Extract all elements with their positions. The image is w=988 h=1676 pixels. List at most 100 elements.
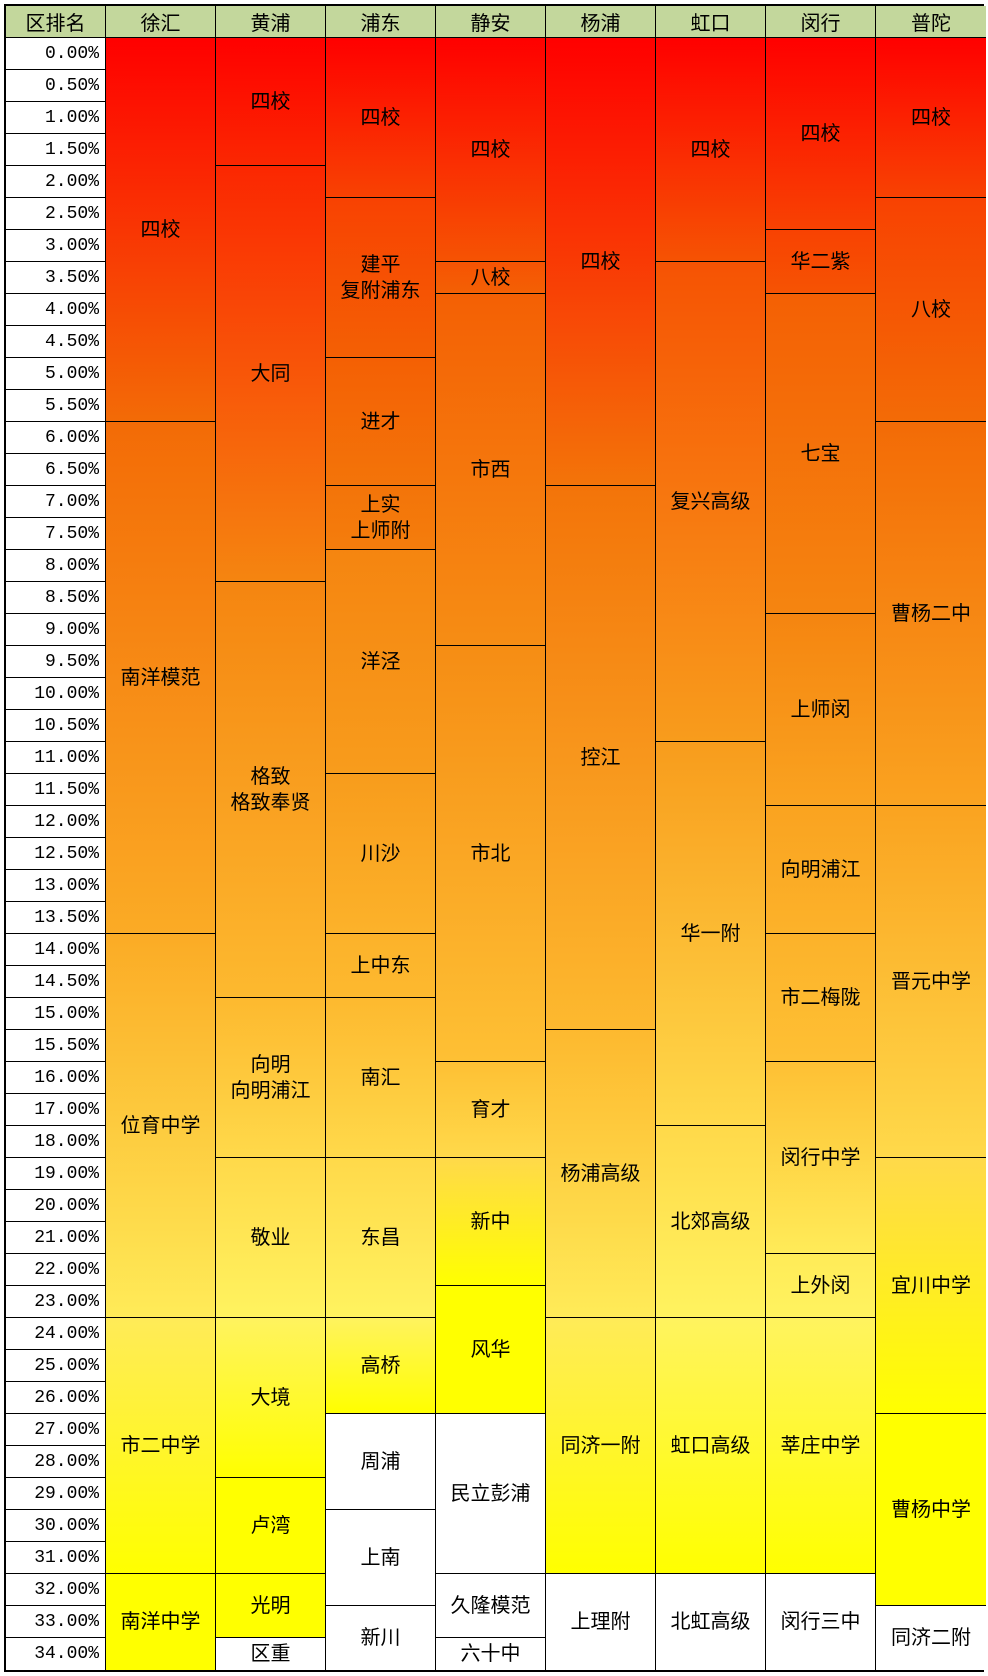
district-body: 四校南洋模范位育中学市二中学南洋中学 [106,38,215,1670]
rank-cell: 2.00% [6,166,105,198]
rank-cell: 12.00% [6,806,105,838]
district-header: 杨浦 [546,6,655,38]
school-cell: 北郊高级 [656,1126,765,1318]
district-column: 虹口四校复兴高级华一附北郊高级虹口高级北虹高级 [656,6,766,1670]
rank-cell: 19.00% [6,1158,105,1190]
school-cell: 新川 [326,1606,435,1670]
school-cell: 区重 [216,1638,325,1670]
school-cell: 位育中学 [106,934,215,1318]
school-cell: 南洋中学 [106,1574,215,1670]
school-cell: 卢湾 [216,1478,325,1574]
rank-cell: 31.00% [6,1542,105,1574]
rank-cell: 5.00% [6,358,105,390]
school-cell: 虹口高级 [656,1318,765,1574]
school-cell: 上中东 [326,934,435,998]
school-cell: 曹杨二中 [876,422,986,806]
school-cell: 复兴高级 [656,262,765,742]
school-cell: 四校 [546,38,655,486]
rank-header: 区排名 [6,6,105,38]
rank-cell: 13.50% [6,902,105,934]
rank-cell: 9.50% [6,646,105,678]
school-cell: 格致 格致奉贤 [216,582,325,998]
rank-cell: 4.50% [6,326,105,358]
rank-cell: 14.00% [6,934,105,966]
district-column: 闵行四校华二紫七宝上师闵向明浦江市二梅陇闵行中学上外闵莘庄中学闵行三中 [766,6,876,1670]
school-cell: 同济二附 [876,1606,986,1670]
district-column: 杨浦四校控江杨浦高级同济一附上理附 [546,6,656,1670]
rank-cell: 32.00% [6,1574,105,1606]
school-cell: 风华 [436,1286,545,1414]
school-cell: 东昌 [326,1158,435,1318]
school-cell: 华一附 [656,742,765,1126]
school-cell: 八校 [876,198,986,422]
school-cell: 四校 [326,38,435,198]
school-cell: 八校 [436,262,545,294]
district-column: 普陀四校八校曹杨二中晋元中学宜川中学曹杨中学同济二附 [876,6,986,1670]
district-header: 静安 [436,6,545,38]
rank-cell: 5.50% [6,390,105,422]
school-cell: 莘庄中学 [766,1318,875,1574]
school-cell: 川沙 [326,774,435,934]
rank-cell: 34.00% [6,1638,105,1670]
rank-cell: 15.50% [6,1030,105,1062]
rank-body: 0.00%0.50%1.00%1.50%2.00%2.50%3.00%3.50%… [6,38,105,1670]
rank-cell: 4.00% [6,294,105,326]
rank-column: 区排名 0.00%0.50%1.00%1.50%2.00%2.50%3.00%3… [6,6,106,1670]
rank-cell: 15.00% [6,998,105,1030]
school-cell: 四校 [436,38,545,262]
school-cell: 上实 上师附 [326,486,435,550]
school-cell: 四校 [766,38,875,230]
school-cell: 市二梅陇 [766,934,875,1062]
rank-cell: 26.00% [6,1382,105,1414]
school-cell: 华二紫 [766,230,875,294]
school-cell: 民立彭浦 [436,1414,545,1574]
district-header: 虹口 [656,6,765,38]
school-cell: 市北 [436,646,545,1062]
school-cell: 上师闵 [766,614,875,806]
school-cell: 市二中学 [106,1318,215,1574]
rank-cell: 16.00% [6,1062,105,1094]
rank-cell: 13.00% [6,870,105,902]
school-cell: 七宝 [766,294,875,614]
school-cell: 洋泾 [326,550,435,774]
school-cell: 宜川中学 [876,1158,986,1414]
rank-cell: 11.00% [6,742,105,774]
rank-cell: 0.00% [6,38,105,70]
school-cell: 高桥 [326,1318,435,1414]
school-cell: 上外闵 [766,1254,875,1318]
rank-cell: 8.50% [6,582,105,614]
rank-cell: 10.00% [6,678,105,710]
rank-cell: 24.00% [6,1318,105,1350]
school-cell: 久隆模范 [436,1574,545,1638]
rank-cell: 21.00% [6,1222,105,1254]
district-header: 普陀 [876,6,986,38]
school-cell: 育才 [436,1062,545,1158]
rank-cell: 0.50% [6,70,105,102]
district-header: 徐汇 [106,6,215,38]
rank-cell: 8.00% [6,550,105,582]
district-body: 四校建平 复附浦东进才上实 上师附洋泾川沙上中东南汇东昌高桥周浦上南新川 [326,38,435,1670]
district-body: 四校复兴高级华一附北郊高级虹口高级北虹高级 [656,38,765,1670]
district-body: 四校八校曹杨二中晋元中学宜川中学曹杨中学同济二附 [876,38,986,1670]
district-column: 静安四校八校市西市北育才新中风华民立彭浦久隆模范六十中 [436,6,546,1670]
school-cell: 控江 [546,486,655,1030]
rank-cell: 7.00% [6,486,105,518]
rank-cell: 2.50% [6,198,105,230]
school-cell: 敬业 [216,1158,325,1318]
school-cell: 晋元中学 [876,806,986,1158]
rank-cell: 27.00% [6,1414,105,1446]
rank-cell: 1.00% [6,102,105,134]
school-cell: 建平 复附浦东 [326,198,435,358]
rank-cell: 30.00% [6,1510,105,1542]
school-cell: 大境 [216,1318,325,1478]
district-column: 浦东四校建平 复附浦东进才上实 上师附洋泾川沙上中东南汇东昌高桥周浦上南新川 [326,6,436,1670]
school-cell: 光明 [216,1574,325,1638]
rank-cell: 1.50% [6,134,105,166]
school-cell: 北虹高级 [656,1574,765,1670]
school-cell: 周浦 [326,1414,435,1510]
rank-cell: 20.00% [6,1190,105,1222]
school-cell: 曹杨中学 [876,1414,986,1606]
district-header: 浦东 [326,6,435,38]
school-cell: 闵行三中 [766,1574,875,1670]
rank-cell: 7.50% [6,518,105,550]
